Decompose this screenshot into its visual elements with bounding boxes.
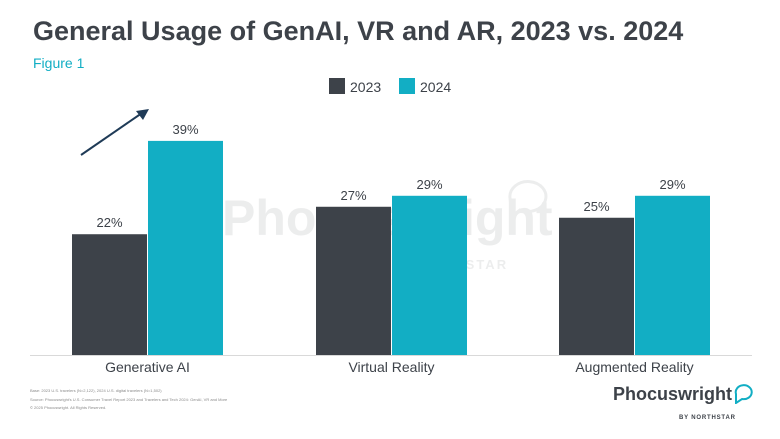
- legend: 2023 2024: [329, 78, 451, 95]
- footnote-copyright: © 2025 Phocuswright. All Rights Reserved…: [30, 405, 107, 410]
- bar-2023-0: [72, 234, 147, 355]
- chart-title: General Usage of GenAI, VR and AR, 2023 …: [33, 16, 684, 46]
- legend-label-2024: 2024: [420, 79, 451, 95]
- logo-name: Phocuswright: [613, 384, 733, 404]
- legend-label-2023: 2023: [350, 79, 381, 95]
- data-label-2024-0: 39%: [172, 122, 198, 137]
- data-label-2024-1: 29%: [416, 177, 442, 192]
- trend-annotation: [80, 109, 149, 156]
- footnotes: Base: 2023 U.S. travelers (N=2,122), 202…: [30, 387, 227, 413]
- legend-swatch-2023: [329, 78, 345, 94]
- category-label-1: Virtual Reality: [348, 359, 434, 375]
- footnote-source: Source: Phocuswright's U.S. Consumer Tra…: [30, 396, 228, 402]
- bar-2024-0: [148, 140, 223, 355]
- data-label-2023-1: 27%: [340, 188, 366, 203]
- figure-label: Figure 1: [33, 55, 85, 71]
- logo-sub: BY NORTHSTAR: [679, 415, 736, 421]
- category-label-0: Generative AI: [105, 359, 190, 375]
- data-label-2023-0: 22%: [96, 215, 122, 230]
- data-label-2023-2: 25%: [583, 199, 609, 214]
- trend-arrow-head: [136, 109, 149, 120]
- watermark-bubble-icon: [508, 180, 548, 219]
- data-label-2024-2: 29%: [659, 177, 685, 192]
- bar-2024-2: [635, 195, 710, 355]
- legend-swatch-2024: [399, 78, 415, 94]
- bar-2023-1: [316, 206, 391, 355]
- bar-2024-1: [392, 195, 467, 355]
- phocuswright-logo: Phocuswright BY NORTHSTAR: [613, 384, 753, 424]
- trend-arrow-line: [80, 112, 143, 156]
- category-label-2: Augmented Reality: [575, 359, 693, 375]
- speech-bubble-icon: [734, 384, 753, 404]
- bar-2023-2: [559, 217, 634, 355]
- bars: 22% 39% Generative AI 27% 29% Virtual Reality…: [72, 122, 710, 375]
- footnote-base: Base: 2023 U.S. travelers (N=2,122), 202…: [30, 388, 162, 393]
